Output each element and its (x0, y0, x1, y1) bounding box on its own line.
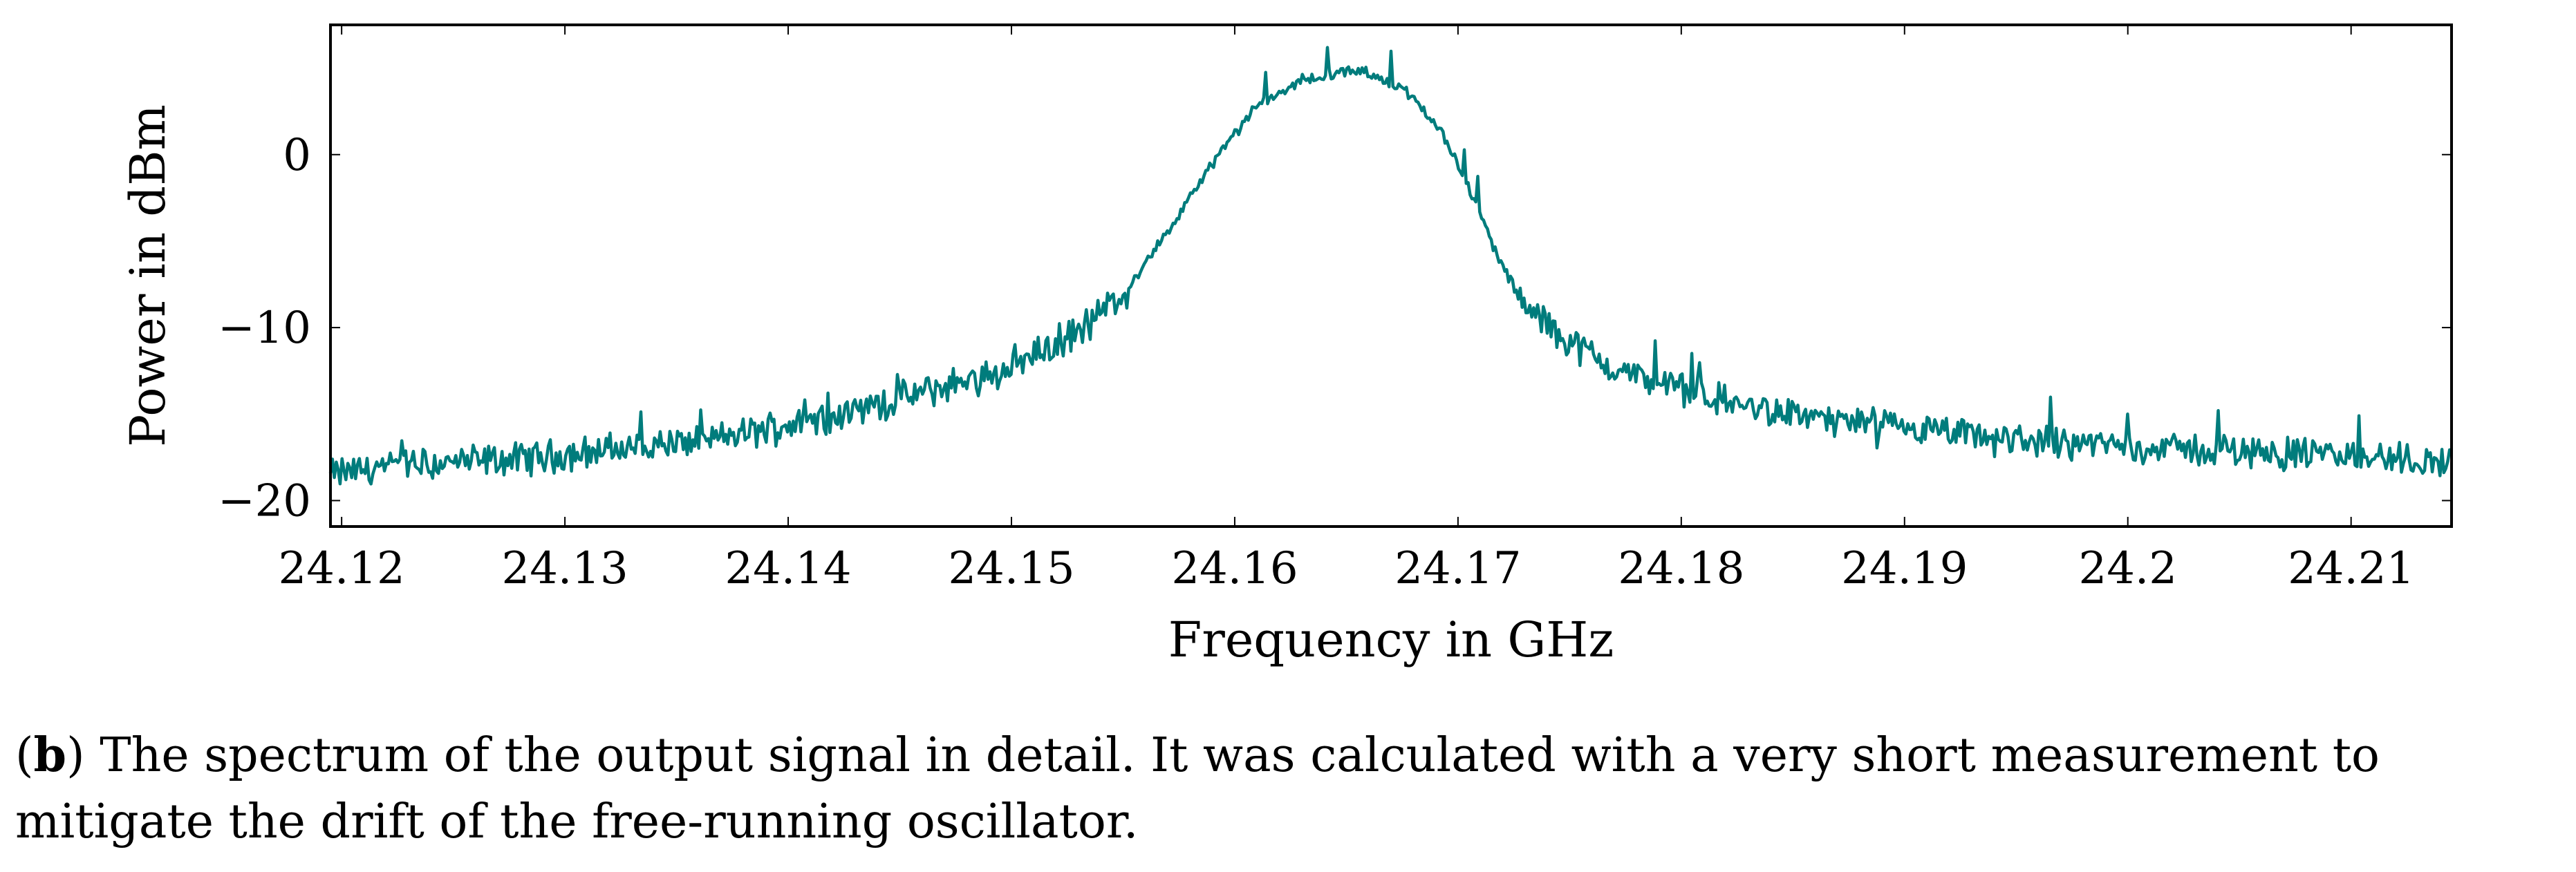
y-axis-label: Power in dBm (120, 104, 176, 447)
x-ticks: 24.12 24.13 24.14 24.15 24.16 24.17 24.18 24.19… (279, 25, 2414, 594)
x-tick-label: 24.12 (279, 543, 405, 594)
x-tick-label: 24.21 (2288, 543, 2414, 594)
figure-caption: (b) The spectrum of the output signal in… (15, 728, 2380, 849)
y-tick-label: 0 (283, 130, 311, 181)
x-tick-label: 24.14 (725, 543, 851, 594)
x-tick-label: 24.18 (1618, 543, 1744, 594)
caption-text: The spectrum of the output signal in det… (15, 728, 2380, 849)
x-axis-label: Frequency in GHz (1168, 612, 1614, 668)
y-tick-label: −20 (218, 475, 311, 527)
x-tick-label: 24.2 (2078, 543, 2177, 594)
x-tick-label: 24.17 (1394, 543, 1521, 594)
x-tick-label: 24.13 (501, 543, 628, 594)
x-tick-label: 24.16 (1171, 543, 1298, 594)
caption-label: b (33, 728, 67, 783)
x-tick-label: 24.19 (1841, 543, 1968, 594)
spectrum-series-line (328, 46, 2453, 486)
y-tick-label: −10 (218, 303, 311, 354)
x-tick-label: 24.15 (948, 543, 1074, 594)
y-ticks: 0 −10 −20 (218, 130, 2452, 527)
plot-frame (329, 23, 2453, 528)
